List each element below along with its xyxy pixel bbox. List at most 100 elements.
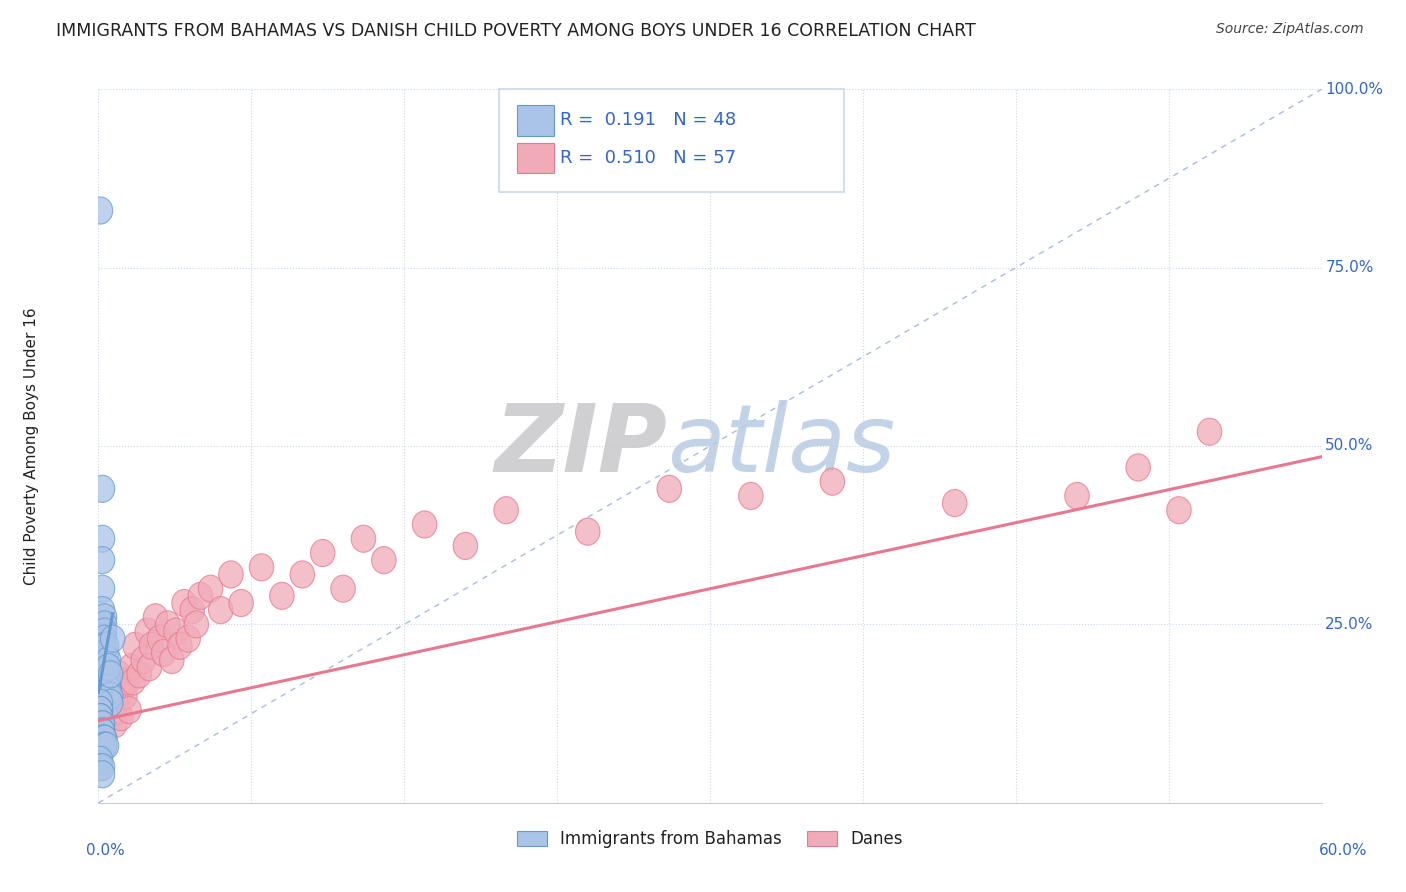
Legend: Immigrants from Bahamas, Danes: Immigrants from Bahamas, Danes xyxy=(510,824,910,855)
Ellipse shape xyxy=(138,654,162,681)
Ellipse shape xyxy=(172,590,197,616)
Ellipse shape xyxy=(94,732,120,759)
Text: R =  0.191   N = 48: R = 0.191 N = 48 xyxy=(560,112,735,129)
Ellipse shape xyxy=(270,582,294,609)
Ellipse shape xyxy=(89,697,112,723)
Ellipse shape xyxy=(98,690,122,716)
Ellipse shape xyxy=(93,732,117,759)
Ellipse shape xyxy=(90,575,115,602)
Text: Source: ZipAtlas.com: Source: ZipAtlas.com xyxy=(1216,22,1364,37)
Ellipse shape xyxy=(97,682,121,709)
Ellipse shape xyxy=(90,597,115,624)
Ellipse shape xyxy=(89,704,112,731)
Ellipse shape xyxy=(143,604,167,631)
Ellipse shape xyxy=(112,682,138,709)
Ellipse shape xyxy=(90,711,115,738)
Ellipse shape xyxy=(94,675,120,702)
Ellipse shape xyxy=(94,661,120,688)
Ellipse shape xyxy=(97,647,121,673)
Ellipse shape xyxy=(942,490,967,516)
Ellipse shape xyxy=(90,475,115,502)
Ellipse shape xyxy=(163,618,188,645)
Ellipse shape xyxy=(111,675,135,702)
Ellipse shape xyxy=(93,725,117,752)
Ellipse shape xyxy=(93,611,117,638)
Ellipse shape xyxy=(90,718,115,745)
Ellipse shape xyxy=(93,625,117,652)
Ellipse shape xyxy=(412,511,437,538)
Ellipse shape xyxy=(219,561,243,588)
Ellipse shape xyxy=(180,597,204,624)
Ellipse shape xyxy=(122,632,148,659)
Ellipse shape xyxy=(371,547,396,574)
Text: IMMIGRANTS FROM BAHAMAS VS DANISH CHILD POVERTY AMONG BOYS UNDER 16 CORRELATION : IMMIGRANTS FROM BAHAMAS VS DANISH CHILD … xyxy=(56,22,976,40)
Ellipse shape xyxy=(104,690,129,716)
Ellipse shape xyxy=(89,197,112,224)
Ellipse shape xyxy=(94,668,120,695)
Ellipse shape xyxy=(107,661,131,688)
Ellipse shape xyxy=(575,518,600,545)
Ellipse shape xyxy=(94,640,120,666)
Ellipse shape xyxy=(90,761,115,788)
Ellipse shape xyxy=(657,475,682,502)
Ellipse shape xyxy=(135,618,160,645)
Ellipse shape xyxy=(97,675,121,702)
Ellipse shape xyxy=(453,533,478,559)
Ellipse shape xyxy=(89,697,112,723)
Ellipse shape xyxy=(90,711,115,738)
Ellipse shape xyxy=(167,632,193,659)
Ellipse shape xyxy=(494,497,519,524)
Ellipse shape xyxy=(152,640,176,666)
Ellipse shape xyxy=(89,704,112,731)
Ellipse shape xyxy=(330,575,356,602)
Ellipse shape xyxy=(90,547,115,574)
Ellipse shape xyxy=(156,611,180,638)
Ellipse shape xyxy=(188,582,212,609)
Ellipse shape xyxy=(1198,418,1222,445)
Text: 60.0%: 60.0% xyxy=(1319,843,1367,858)
Ellipse shape xyxy=(97,675,121,702)
Ellipse shape xyxy=(108,704,134,731)
Ellipse shape xyxy=(1126,454,1150,481)
Ellipse shape xyxy=(89,690,112,716)
Ellipse shape xyxy=(117,697,141,723)
Ellipse shape xyxy=(160,647,184,673)
Text: atlas: atlas xyxy=(668,401,896,491)
Ellipse shape xyxy=(97,668,121,695)
Text: Child Poverty Among Boys Under 16: Child Poverty Among Boys Under 16 xyxy=(24,307,38,585)
Ellipse shape xyxy=(176,625,201,652)
Text: 25.0%: 25.0% xyxy=(1326,617,1374,632)
Ellipse shape xyxy=(100,682,125,709)
Ellipse shape xyxy=(229,590,253,616)
Ellipse shape xyxy=(1064,483,1090,509)
Text: 0.0%: 0.0% xyxy=(86,843,125,858)
Text: 100.0%: 100.0% xyxy=(1326,82,1384,96)
Ellipse shape xyxy=(93,640,117,666)
Ellipse shape xyxy=(100,625,125,652)
Ellipse shape xyxy=(131,647,156,673)
Ellipse shape xyxy=(93,647,117,673)
Text: 75.0%: 75.0% xyxy=(1326,260,1374,275)
Ellipse shape xyxy=(90,725,115,752)
Ellipse shape xyxy=(97,654,121,681)
Ellipse shape xyxy=(139,632,163,659)
Ellipse shape xyxy=(90,718,115,745)
Ellipse shape xyxy=(738,483,763,509)
Ellipse shape xyxy=(89,747,112,773)
Ellipse shape xyxy=(115,668,139,695)
Ellipse shape xyxy=(90,525,115,552)
Ellipse shape xyxy=(127,661,152,688)
Ellipse shape xyxy=(820,468,845,495)
Ellipse shape xyxy=(98,704,122,731)
Ellipse shape xyxy=(1167,497,1191,524)
Ellipse shape xyxy=(93,697,117,723)
Ellipse shape xyxy=(290,561,315,588)
Ellipse shape xyxy=(93,732,117,759)
Ellipse shape xyxy=(184,611,208,638)
Ellipse shape xyxy=(94,647,120,673)
Ellipse shape xyxy=(93,604,117,631)
Ellipse shape xyxy=(103,711,127,738)
Ellipse shape xyxy=(311,540,335,566)
Ellipse shape xyxy=(89,754,112,780)
Ellipse shape xyxy=(148,625,172,652)
